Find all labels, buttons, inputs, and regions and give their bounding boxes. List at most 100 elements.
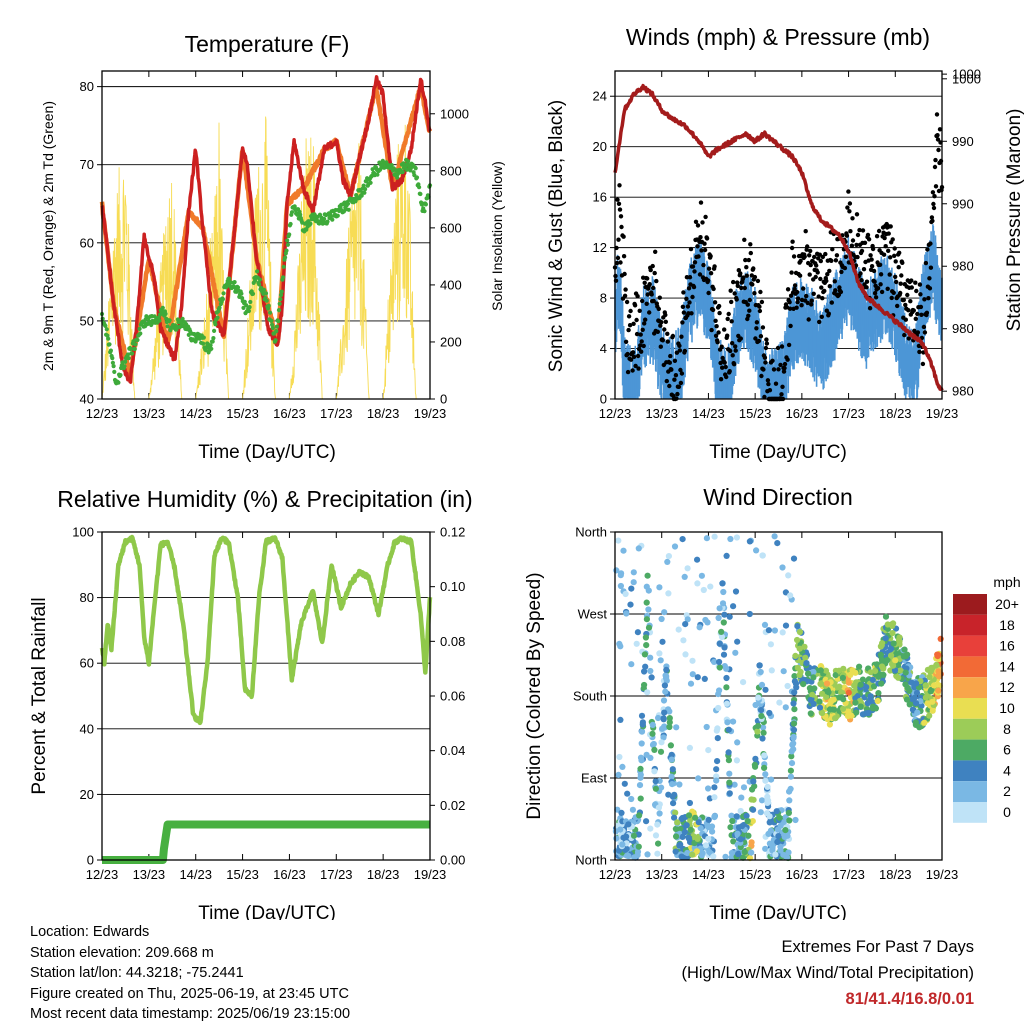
gust-point <box>743 257 748 263</box>
dewpoint-point <box>287 232 292 237</box>
gust-point <box>834 253 840 258</box>
gust-point <box>855 232 861 238</box>
gust-point <box>912 328 917 333</box>
direction-point <box>615 771 622 779</box>
direction-point <box>789 741 796 748</box>
dewpoint-point <box>111 364 116 369</box>
gust-point <box>827 268 832 274</box>
extremes-title: Extremes For Past 7 Days <box>781 938 974 956</box>
gust-point <box>685 304 691 309</box>
gust-point <box>752 274 758 280</box>
dewpoint-point <box>123 359 128 364</box>
direction-point <box>785 572 792 579</box>
direction-point <box>750 806 757 813</box>
direction-point <box>723 552 730 560</box>
direction-point <box>757 668 764 676</box>
direction-point <box>642 634 650 641</box>
direction-point <box>786 797 793 804</box>
legend-swatch <box>953 802 987 823</box>
direction-point <box>628 795 635 803</box>
direction-point <box>698 572 706 579</box>
direction-point <box>705 785 712 792</box>
direction-point <box>716 658 723 666</box>
gust-point <box>698 235 703 240</box>
legend-swatch <box>953 614 987 636</box>
gust-point <box>733 344 738 349</box>
humidity-y2tick-label: 0.02 <box>440 798 465 813</box>
gust-point <box>936 147 941 153</box>
gust-point <box>806 317 811 322</box>
gust-point <box>738 271 743 276</box>
direction-point <box>635 545 642 552</box>
direction-point <box>764 783 771 791</box>
direction-point <box>902 669 909 676</box>
gust-point <box>759 373 764 379</box>
direction-point <box>679 536 686 543</box>
direction-point <box>669 781 676 788</box>
gust-point <box>702 247 708 253</box>
direction-point <box>651 768 658 775</box>
direction-point <box>751 783 758 790</box>
direction-point <box>662 688 669 695</box>
gust-point <box>931 201 936 207</box>
gust-point <box>680 304 686 309</box>
latlon-text: Station lat/lon: 44.3218; -75.2441 <box>30 965 244 981</box>
dewpoint-point <box>298 212 303 217</box>
humidity-y2tick-label: 0.04 <box>440 743 465 758</box>
gust-point <box>933 157 938 163</box>
direction-point <box>801 643 808 650</box>
gust-point <box>850 238 856 243</box>
direction-point <box>658 615 665 623</box>
direction-point <box>723 674 730 682</box>
dewpoint-point <box>361 183 366 188</box>
direction-point <box>768 776 775 783</box>
direction-point <box>694 580 701 587</box>
gust-point <box>862 240 868 245</box>
gust-point <box>829 300 834 305</box>
direction-point <box>760 729 767 736</box>
direction-point <box>643 616 651 623</box>
dewpoint-point <box>423 202 428 207</box>
dewpoint-point <box>118 373 123 378</box>
gust-point <box>913 280 918 285</box>
dewpoint-point <box>422 209 427 214</box>
gust-point <box>640 327 645 332</box>
dewpoint-point <box>107 342 112 347</box>
recent-timestamp-text: Most recent data timestamp: 2025/06/19 2… <box>30 1006 351 1022</box>
direction-point <box>935 671 943 678</box>
gust-point <box>833 288 838 293</box>
dewpoint-point <box>253 278 258 283</box>
gust-point <box>788 293 794 298</box>
direction-point <box>715 614 722 622</box>
direction-point <box>656 584 663 591</box>
winds-ytick-label: 8 <box>600 291 607 306</box>
gust-point <box>847 209 852 214</box>
direction-point <box>689 657 696 664</box>
direction-point <box>671 814 678 821</box>
gust-point <box>871 268 877 274</box>
direction-point <box>807 710 814 717</box>
dewpoint-point <box>163 311 168 316</box>
temperature-right-axis: 0 200 400 600 800 1000 <box>430 106 469 407</box>
direction-point <box>874 697 881 705</box>
dewpoint-point <box>266 303 271 308</box>
gust-point <box>778 362 783 368</box>
gust-point <box>617 207 623 212</box>
dewpoint-point <box>414 175 420 180</box>
temperature-y2tick-label: 400 <box>440 277 462 292</box>
gust-point <box>742 285 747 291</box>
direction-point <box>673 833 680 840</box>
gust-point <box>692 269 697 274</box>
solar-insolation-line <box>101 116 430 400</box>
dewpoint-point <box>273 338 278 343</box>
direction-point <box>790 720 798 727</box>
gust-point <box>799 303 804 308</box>
gust-point <box>732 362 737 367</box>
gust-point <box>700 220 705 225</box>
gust-point <box>668 353 673 359</box>
dewpoint-point <box>126 356 131 361</box>
temperature-xtick-label: 12/23 <box>86 406 119 421</box>
direction-point <box>710 853 717 860</box>
direction-point <box>878 680 885 687</box>
gust-point <box>686 311 691 316</box>
